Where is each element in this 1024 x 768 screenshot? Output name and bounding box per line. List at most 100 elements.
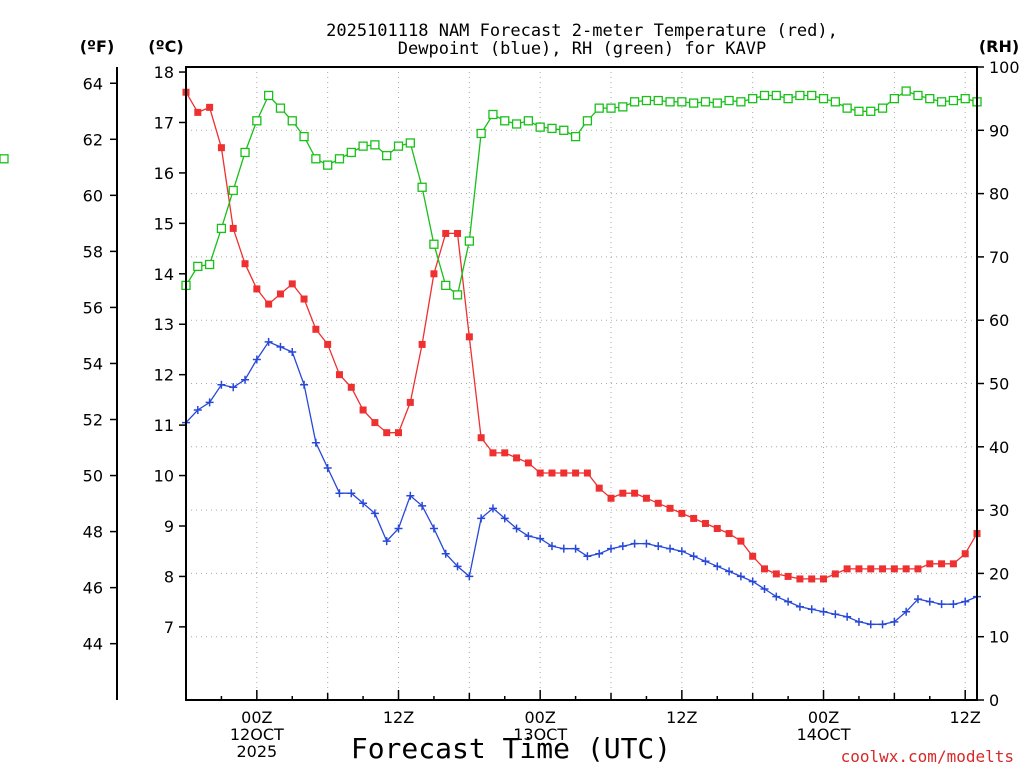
x-tick-label: 00Z <box>241 708 272 727</box>
celsius-tick-label: 11 <box>154 416 174 435</box>
dewpoint-point <box>595 549 604 558</box>
dewpoint-point <box>193 405 202 414</box>
dewpoint-point <box>607 544 616 553</box>
temperature-point <box>619 489 627 497</box>
chart-title-line1: 2025101118 NAM Forecast 2-meter Temperat… <box>326 21 838 41</box>
temperature-point <box>477 434 485 442</box>
temperature-point <box>642 494 650 502</box>
celsius-tick-label: 18 <box>154 63 174 82</box>
fahrenheit-tick-label: 56 <box>83 298 103 317</box>
rh-point <box>452 290 463 300</box>
dewpoint-point <box>902 607 911 616</box>
dewpoint-point <box>795 602 804 611</box>
chart-title-line2: Dewpoint (blue), RH (green) for KAVP <box>398 39 766 59</box>
dewpoint-point <box>925 597 934 606</box>
rh-point <box>948 95 959 106</box>
dewpoint-point <box>748 577 757 586</box>
rh-point <box>736 97 746 107</box>
x-tick-label: 14OCT <box>797 725 851 744</box>
dewpoint-point <box>229 383 238 392</box>
temperature-point <box>253 285 261 293</box>
dewpoint-point <box>666 544 675 553</box>
temperature-point <box>666 504 674 512</box>
rh-point <box>689 98 699 108</box>
rh-tick-label: 0 <box>989 691 999 710</box>
temperature-point <box>548 469 556 477</box>
rh-point <box>854 106 864 116</box>
rh-point <box>653 95 663 106</box>
dewpoint-point <box>831 610 840 619</box>
temperature-point <box>536 469 544 477</box>
celsius-tick-label: 15 <box>154 214 174 233</box>
dewpoint-point <box>677 547 686 556</box>
temperature-point <box>949 560 957 568</box>
dewpoint-point <box>913 595 922 604</box>
series-rh <box>0 86 982 300</box>
rh-point <box>618 102 628 112</box>
dewpoint-point <box>311 438 320 447</box>
temperature-point <box>855 565 863 573</box>
x-tick-label: 12OCT <box>230 725 284 744</box>
rh-point <box>488 109 498 120</box>
dewpoint-point <box>772 592 781 601</box>
temperature-point <box>206 103 214 111</box>
rh-point <box>441 280 451 291</box>
dewpoint-point <box>949 600 958 609</box>
temperature-point <box>607 494 615 502</box>
rh-point <box>877 103 888 113</box>
dewpoint-point <box>241 375 250 384</box>
temperature-point <box>501 449 509 457</box>
rh-point <box>252 116 262 126</box>
dewpoint-point <box>866 620 875 629</box>
series-line-rh <box>185 90 978 297</box>
fahrenheit-tick-label: 52 <box>83 411 103 430</box>
temperature-point <box>595 484 603 492</box>
temperature-point <box>784 572 792 580</box>
rh-point <box>287 116 297 126</box>
rh-point <box>193 261 203 272</box>
dewpoint-point <box>406 491 415 500</box>
x-axis-title: Forecast Time (UTC) <box>351 732 671 765</box>
dewpoint-point <box>937 600 946 609</box>
dewpoint-point <box>300 380 309 389</box>
temperature-point <box>583 469 591 477</box>
rh-point <box>323 160 333 170</box>
x-tick-label: 2025 <box>236 742 277 761</box>
dewpoint-point <box>701 557 710 566</box>
rh-point <box>724 95 734 106</box>
x-tick-label: 12Z <box>950 708 981 727</box>
rh-tick-label: 90 <box>989 121 1009 140</box>
dewpoint-point <box>347 489 356 498</box>
fahrenheit-tick-label: 60 <box>83 186 103 205</box>
rh-point <box>700 97 711 107</box>
temperature-point <box>678 509 686 517</box>
rh-point <box>500 116 510 126</box>
dewpoint-point <box>630 539 639 548</box>
rh-tick-label: 100 <box>989 58 1020 77</box>
temperature-point <box>725 530 733 538</box>
temperature-point <box>312 325 320 333</box>
rh-tick-label: 30 <box>989 501 1009 520</box>
celsius-tick-label: 8 <box>164 567 174 586</box>
fahrenheit-tick-label: 50 <box>83 467 103 486</box>
temperature-point <box>229 224 237 232</box>
fahrenheit-tick-label: 46 <box>83 579 103 598</box>
dewpoint-point <box>689 552 698 561</box>
rh-point <box>405 138 415 148</box>
fahrenheit-tick-label: 48 <box>83 523 103 542</box>
temperature-point <box>796 575 804 583</box>
rh-tick-label: 60 <box>989 311 1009 330</box>
temperature-point <box>383 429 391 437</box>
rh-point <box>582 116 593 126</box>
dewpoint-point <box>961 597 970 606</box>
rh-point <box>925 94 935 104</box>
dewpoint-point <box>488 504 497 513</box>
rh-point <box>901 86 911 96</box>
rh-point <box>936 97 947 107</box>
temperature-point <box>265 300 273 308</box>
rh-point <box>275 103 286 113</box>
temperature-point <box>914 565 922 573</box>
rh-point <box>547 123 557 134</box>
rh-point <box>464 236 474 246</box>
